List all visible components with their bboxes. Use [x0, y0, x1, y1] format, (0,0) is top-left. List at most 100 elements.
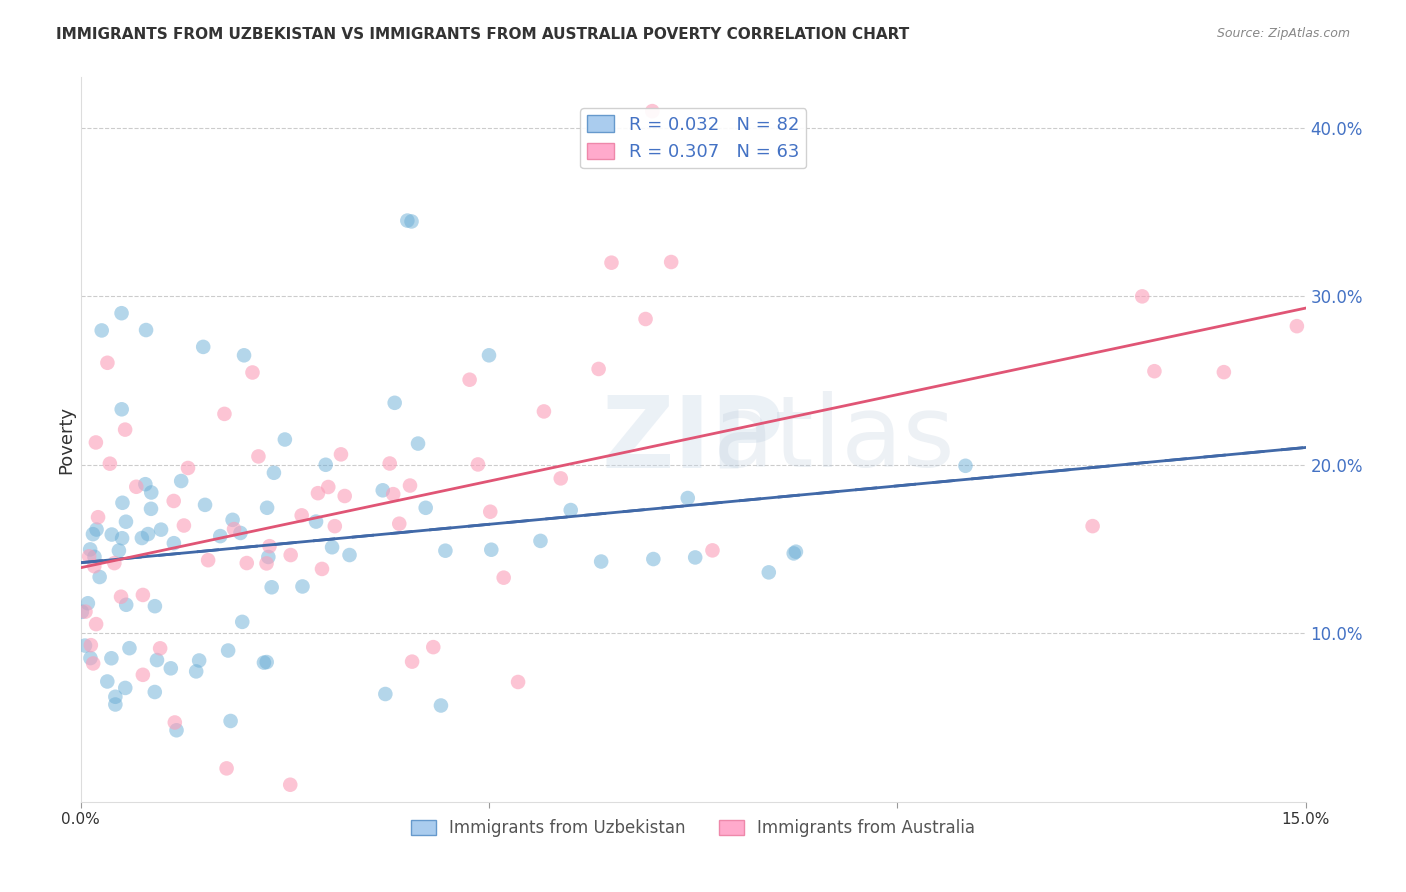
Point [104, 698, 127, 712]
Point [339, 548, 361, 562]
Point [150, 523, 173, 537]
Point [110, 590, 132, 604]
Point [382, 487, 405, 501]
Point [159, 661, 181, 675]
Point [253, 656, 276, 670]
Point [111, 531, 134, 545]
Point [560, 503, 582, 517]
Point [114, 423, 136, 437]
Point [783, 546, 806, 560]
Point [236, 556, 259, 570]
Point [96, 674, 118, 689]
Point [478, 348, 501, 362]
Point [115, 515, 138, 529]
Point [90, 323, 112, 337]
Text: Source: ZipAtlas.com: Source: ZipAtlas.com [1216, 27, 1350, 40]
Point [479, 505, 502, 519]
Point [643, 552, 665, 566]
Point [163, 536, 186, 550]
Point [219, 714, 242, 728]
Point [307, 486, 329, 500]
Point [111, 402, 134, 417]
Point [86, 523, 108, 537]
Point [1081, 519, 1104, 533]
Point [242, 366, 264, 380]
Point [316, 480, 339, 494]
Point [291, 579, 314, 593]
Point [89, 570, 111, 584]
Point [83, 549, 105, 564]
Point [641, 104, 664, 119]
Point [197, 553, 219, 567]
Point [115, 598, 138, 612]
Point [371, 483, 394, 498]
Point [84, 617, 107, 632]
Point [506, 675, 529, 690]
Text: IMMIGRANTS FROM UZBEKISTAN VS IMMIGRANTS FROM AUSTRALIA POVERTY CORRELATION CHAR: IMMIGRANTS FROM UZBEKISTAN VS IMMIGRANTS… [56, 27, 910, 42]
Point [315, 458, 337, 472]
Point [231, 615, 253, 629]
Point [388, 516, 411, 531]
Point [323, 519, 346, 533]
Point [84, 435, 107, 450]
Point [132, 588, 155, 602]
Point [143, 599, 166, 614]
Point [125, 480, 148, 494]
Point [173, 518, 195, 533]
Point [87, 510, 110, 524]
Point [215, 761, 238, 775]
Point [330, 447, 353, 461]
Point [233, 348, 256, 362]
Point [80, 638, 103, 652]
Point [434, 543, 457, 558]
Point [132, 668, 155, 682]
Point [77, 549, 100, 564]
Point [479, 542, 502, 557]
Point [217, 643, 239, 657]
Point [82, 527, 104, 541]
Point [166, 723, 188, 738]
Point [1130, 289, 1153, 303]
Point [163, 494, 186, 508]
Point [103, 556, 125, 570]
Y-axis label: Poverty: Poverty [58, 406, 75, 474]
Point [702, 543, 724, 558]
Point [177, 461, 200, 475]
Point [321, 541, 343, 555]
Point [1285, 319, 1308, 334]
Point [259, 539, 281, 553]
Point [193, 340, 215, 354]
Point [550, 471, 572, 485]
Point [194, 498, 217, 512]
Point [104, 690, 127, 704]
Point [396, 213, 419, 227]
Point [229, 525, 252, 540]
Point [256, 655, 278, 669]
Point [591, 555, 613, 569]
Point [257, 549, 280, 564]
Point [188, 653, 211, 667]
Point [221, 513, 243, 527]
Point [467, 458, 489, 472]
Point [149, 641, 172, 656]
Point [100, 651, 122, 665]
Point [136, 527, 159, 541]
Point [634, 312, 657, 326]
Point [134, 477, 156, 491]
Point [274, 433, 297, 447]
Point [401, 655, 423, 669]
Point [77, 596, 100, 610]
Point [96, 356, 118, 370]
Point [676, 491, 699, 505]
Legend: Immigrants from Uzbekistan, Immigrants from Australia: Immigrants from Uzbekistan, Immigrants f… [404, 813, 981, 844]
Point [955, 458, 977, 473]
Point [163, 715, 186, 730]
Point [143, 685, 166, 699]
Point [139, 501, 162, 516]
Point [73, 639, 96, 653]
Point [529, 533, 551, 548]
Point [659, 255, 682, 269]
Point [683, 550, 706, 565]
Point [131, 531, 153, 545]
Point [378, 457, 401, 471]
